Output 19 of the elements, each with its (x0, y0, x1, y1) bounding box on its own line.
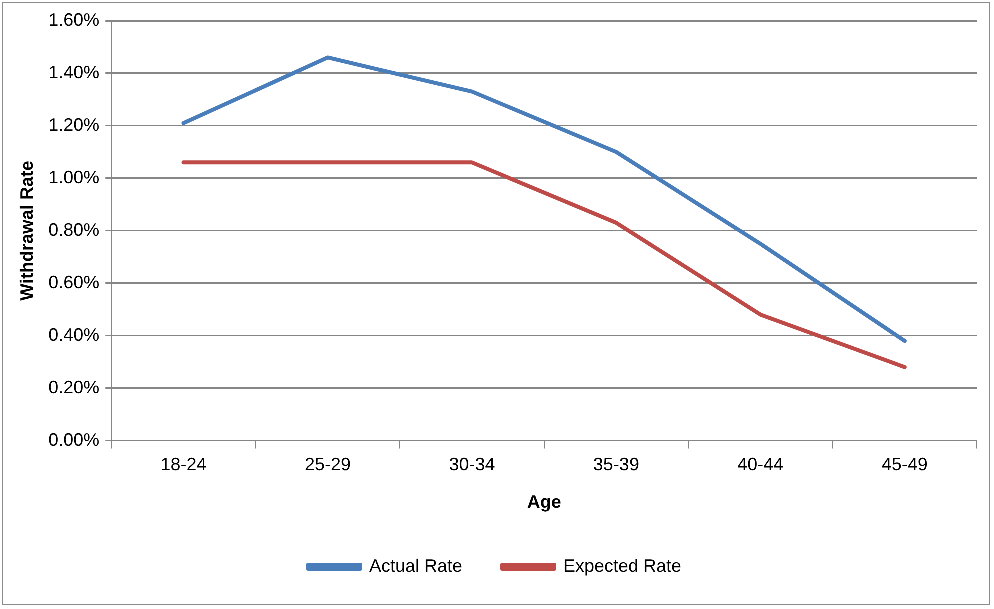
y-tick-label: 0.20% (48, 377, 100, 398)
y-tick-label: 0.80% (48, 220, 100, 240)
legend-label: Actual Rate (369, 556, 462, 576)
y-tick-label: 0.40% (48, 324, 100, 345)
y-tick-label: 0.00% (48, 430, 100, 450)
y-tick-label: 1.00% (48, 167, 100, 188)
x-tick-label: 30-34 (449, 454, 496, 475)
x-tick-label: 45-49 (882, 454, 928, 475)
x-tick-label: 35-39 (593, 454, 640, 475)
y-tick-label: 0.60% (48, 272, 100, 292)
legend-label: Expected Rate (563, 556, 682, 576)
y-axis-title: Withdrawal Rate (16, 160, 37, 301)
x-tick-label: 40-44 (738, 454, 784, 475)
x-tick-label: 25-29 (304, 454, 351, 475)
y-tick-label: 1.60% (48, 10, 100, 30)
y-tick-label: 1.40% (48, 62, 100, 82)
x-axis-title: Age (527, 492, 562, 512)
x-tick-label: 18-24 (160, 454, 207, 475)
y-tick-label: 1.20% (48, 114, 100, 135)
